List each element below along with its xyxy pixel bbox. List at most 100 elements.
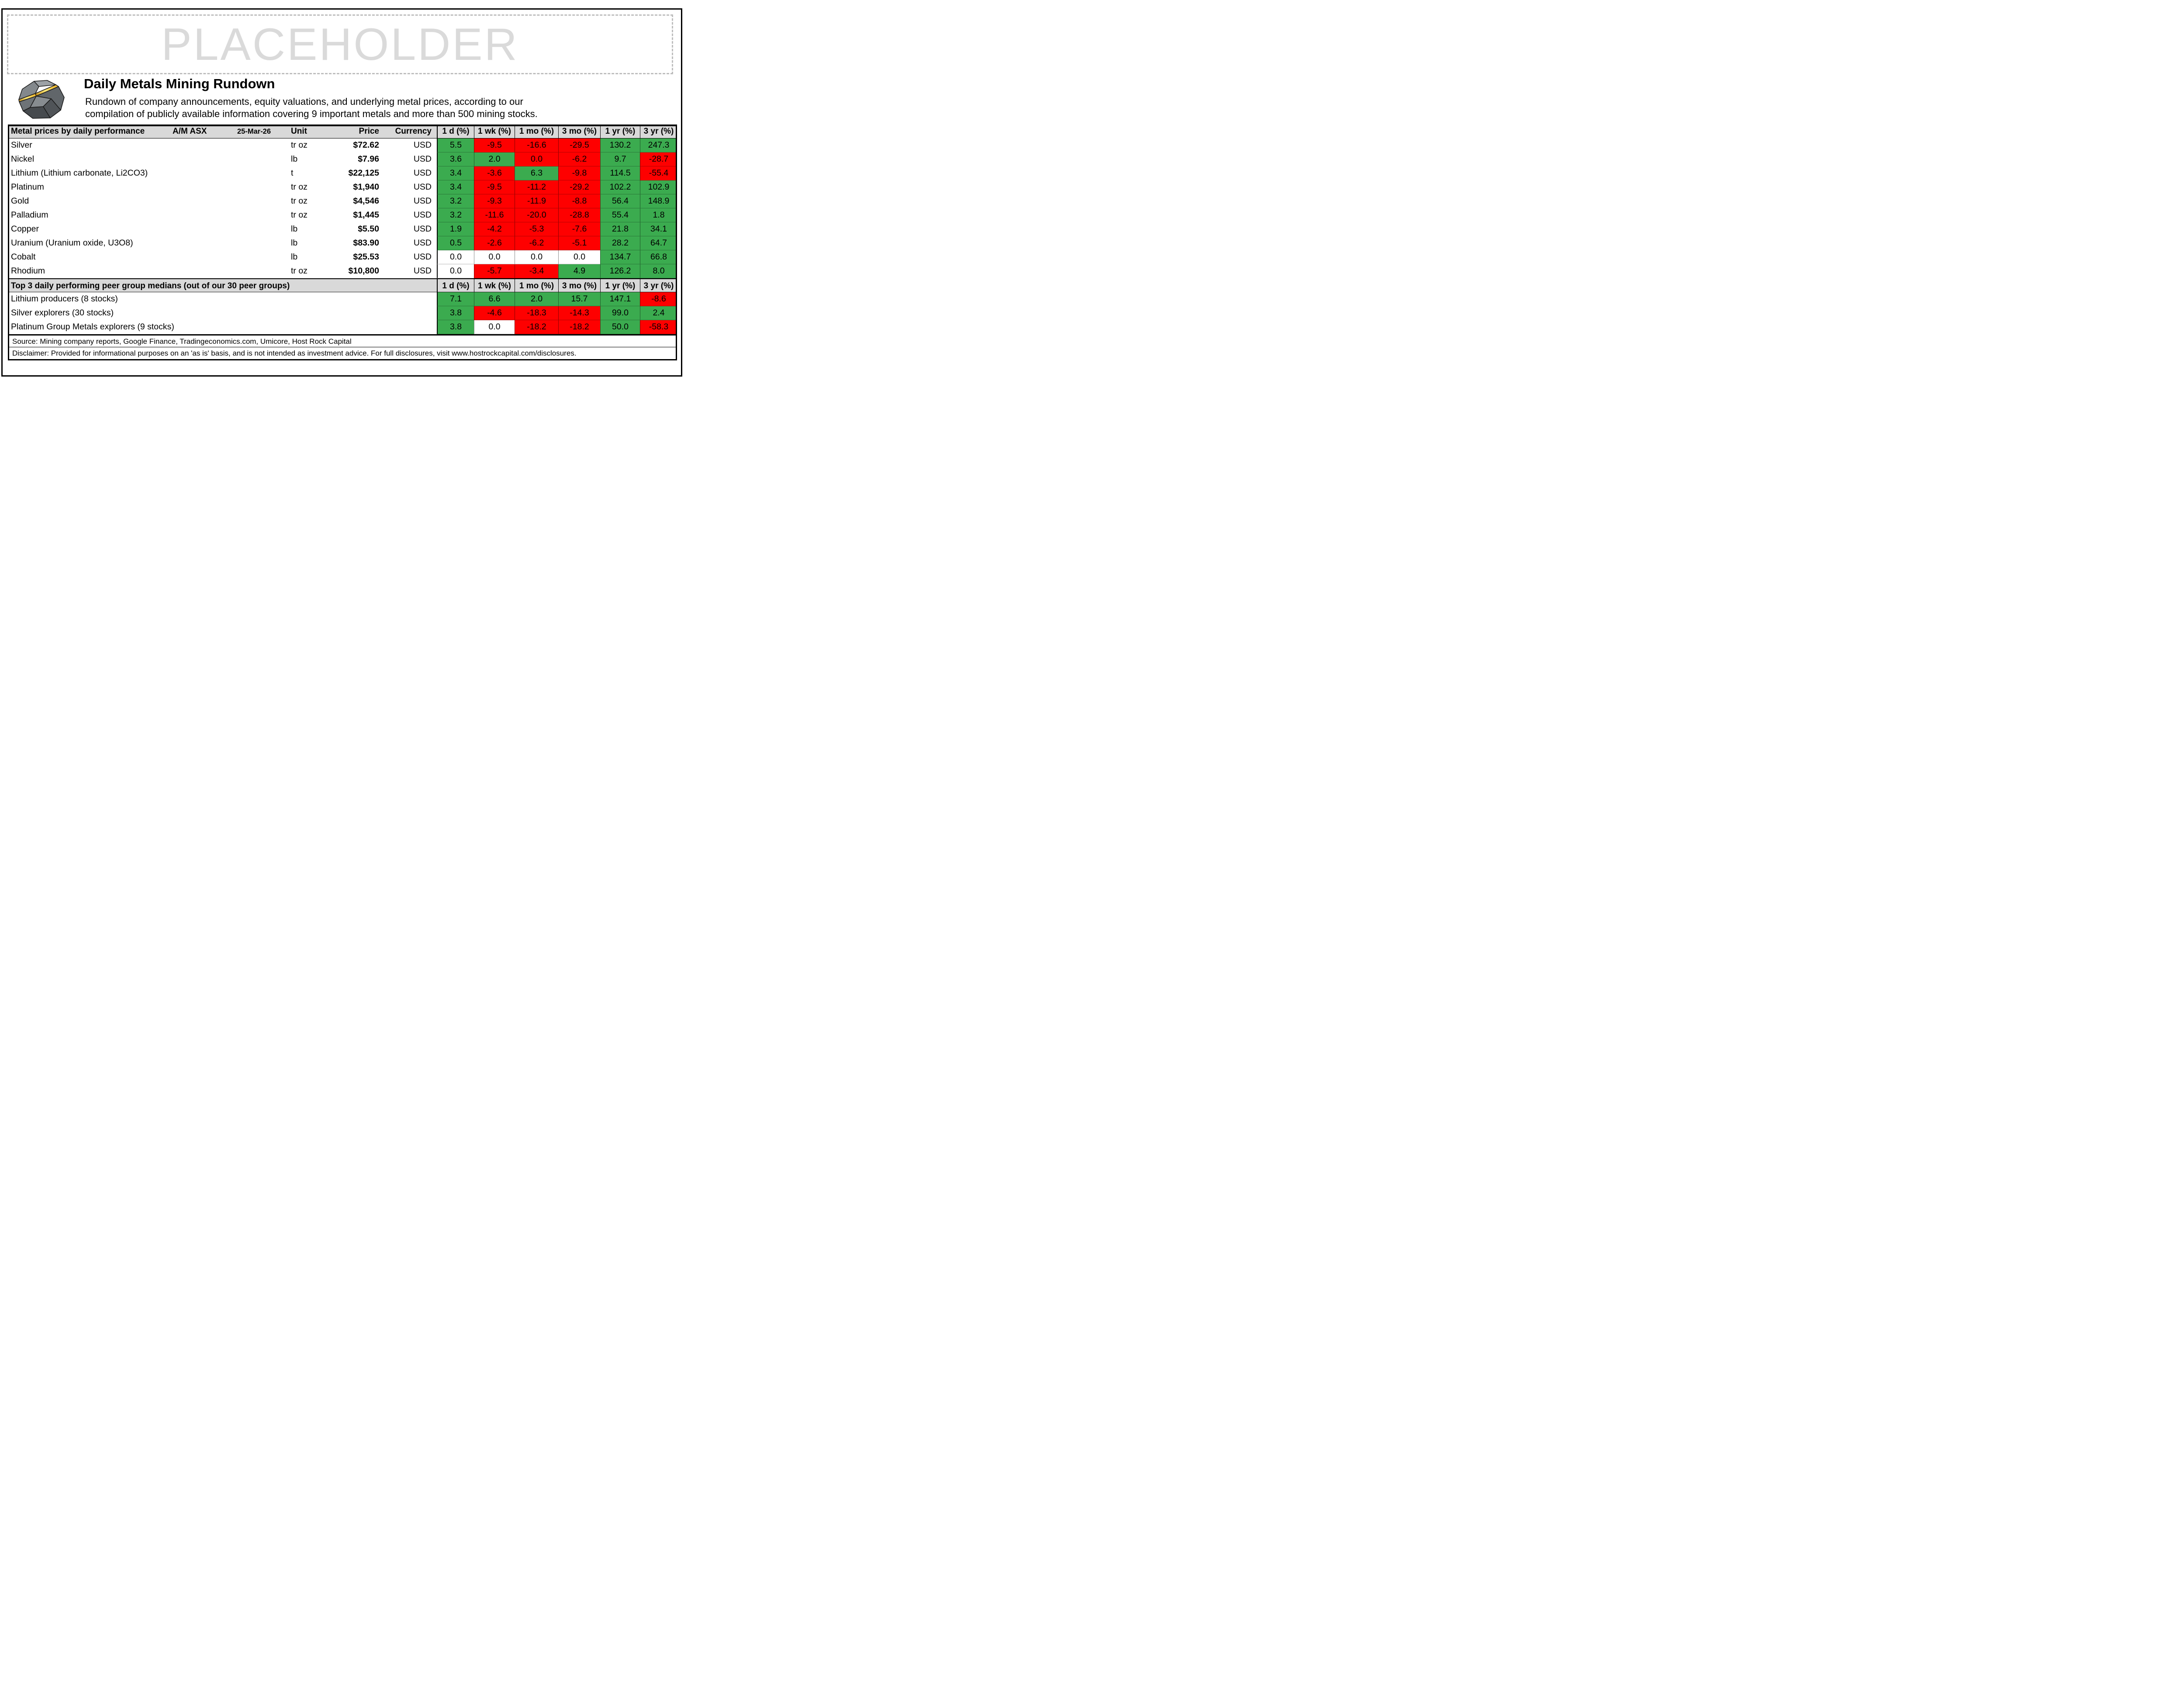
perf-cell: 7.1 <box>437 292 474 306</box>
metal-row: Gold tr oz $4,546 USD 3.2 -9.3 -11.9 -8.8 56.4 14… <box>8 194 677 208</box>
perf-cell: 3.4 <box>437 180 474 194</box>
perf-cell: -18.3 <box>515 306 558 320</box>
metal-name: Lithium (Lithium carbonate, Li2CO3) <box>11 168 148 178</box>
metal-name: Rhodium <box>11 266 45 276</box>
perf-cell: -58.3 <box>640 320 677 334</box>
perf-cell: -8.6 <box>640 292 677 306</box>
perf-cell: -3.4 <box>515 264 558 278</box>
perf-cell: 102.2 <box>600 180 640 194</box>
price: $1,445 <box>353 210 379 220</box>
metal-row: Rhodium tr oz $10,800 USD 0.0 -5.7 -3.4 4.9 126.… <box>8 264 677 278</box>
header-label: Metal prices by daily performance <box>11 127 145 136</box>
unit: tr oz <box>291 210 308 220</box>
metal-name: Nickel <box>11 154 35 164</box>
page-title: Daily Metals Mining Rundown <box>84 76 275 91</box>
perf-cell: -7.6 <box>558 222 600 236</box>
perf-cell: 21.8 <box>600 222 640 236</box>
page-subtitle: Rundown of company announcements, equity… <box>85 96 538 120</box>
perf-cell: 0.0 <box>437 264 474 278</box>
metal-row: Silver tr oz $72.62 USD 5.5 -9.5 -16.6 -29.5 130… <box>8 138 677 152</box>
peer-rows: Lithium producers (8 stocks) 7.1 6.6 2.0 15.… <box>8 292 677 334</box>
metal-prices-table: Metal prices by daily performance A/M AS… <box>8 125 677 336</box>
unit: tr oz <box>291 196 308 206</box>
peer-group-name: Platinum Group Metals explorers (9 stock… <box>11 322 174 332</box>
metal-row: Cobalt lb $25.53 USD 0.0 0.0 0.0 0.0 134.7 66.8 <box>8 250 677 264</box>
perf-cell: 3.6 <box>437 152 474 166</box>
price: $10,800 <box>348 266 380 276</box>
perf-cell: 3.2 <box>437 208 474 222</box>
metal-row: Uranium (Uranium oxide, U3O8) lb $83.90 USD… <box>8 236 677 250</box>
subtitle-line-1: Rundown of company announcements, equity… <box>85 96 523 107</box>
perf-cell: -9.5 <box>474 180 515 194</box>
perf-cell: 56.4 <box>600 194 640 208</box>
perf-cell: 2.4 <box>640 306 677 320</box>
perf-col-header: 1 d (%) <box>437 279 474 293</box>
page-border <box>1 8 682 377</box>
perf-cell: 99.0 <box>600 306 640 320</box>
price: $7.96 <box>358 154 379 164</box>
footer-notes: Source: Mining company reports, Google F… <box>8 336 677 360</box>
currency: USD <box>413 266 432 276</box>
perf-cell: 3.8 <box>437 320 474 334</box>
perf-cell: 0.0 <box>558 250 600 264</box>
perf-cell: -18.2 <box>515 320 558 334</box>
perf-cell: 3.2 <box>437 194 474 208</box>
perf-cell: 134.7 <box>600 250 640 264</box>
perf-cell: -5.3 <box>515 222 558 236</box>
unit: tr oz <box>291 182 308 192</box>
subtitle-line-2: compilation of publicly available inform… <box>85 108 538 119</box>
metal-name: Palladium <box>11 210 48 220</box>
disclaimer-note: Disclaimer: Provided for informational p… <box>12 349 577 357</box>
header-date: 25-Mar-26 <box>237 128 271 135</box>
perf-cell: 0.0 <box>515 152 558 166</box>
currency: USD <box>413 154 432 164</box>
perf-cell: 34.1 <box>640 222 677 236</box>
metal-name: Uranium (Uranium oxide, U3O8) <box>11 238 133 248</box>
perf-cell: 6.6 <box>474 292 515 306</box>
perf-cell: -8.8 <box>558 194 600 208</box>
unit: t <box>291 168 294 178</box>
peer-header-row: Top 3 daily performing peer group median… <box>8 278 677 293</box>
placeholder-text: PLACEHOLDER <box>161 19 519 70</box>
metal-name: Copper <box>11 224 39 234</box>
currency: USD <box>413 238 432 248</box>
peer-header-label: Top 3 daily performing peer group median… <box>11 281 290 291</box>
metal-name: Platinum <box>11 182 44 192</box>
perf-cell: 4.9 <box>558 264 600 278</box>
price: $5.50 <box>358 224 379 234</box>
perf-cell: -6.2 <box>515 236 558 250</box>
perf-cell: 3.8 <box>437 306 474 320</box>
metal-row: Lithium (Lithium carbonate, Li2CO3) t $22,… <box>8 166 677 180</box>
perf-cell: -18.2 <box>558 320 600 334</box>
perf-cell: 0.0 <box>515 250 558 264</box>
price: $4,546 <box>353 196 379 206</box>
metal-row: Copper lb $5.50 USD 1.9 -4.2 -5.3 -7.6 21.8 34.1 <box>8 222 677 236</box>
perf-cell: -11.9 <box>515 194 558 208</box>
currency: USD <box>413 210 432 220</box>
unit: tr oz <box>291 140 308 150</box>
currency: USD <box>413 140 432 150</box>
metal-name: Gold <box>11 196 29 206</box>
perf-cell: 130.2 <box>600 138 640 152</box>
peer-group-name: Lithium producers (8 stocks) <box>11 294 118 304</box>
perf-cell: 0.0 <box>437 250 474 264</box>
perf-cell: 148.9 <box>640 194 677 208</box>
perf-cell: -16.6 <box>515 138 558 152</box>
metal-rows: Silver tr oz $72.62 USD 5.5 -9.5 -16.6 -29.5 130… <box>8 138 677 278</box>
perf-cell: 3.4 <box>437 166 474 180</box>
currency: USD <box>413 252 432 262</box>
price: $1,940 <box>353 182 379 192</box>
perf-cell: -14.3 <box>558 306 600 320</box>
perf-cell: -9.3 <box>474 194 515 208</box>
perf-cell: 15.7 <box>558 292 600 306</box>
header-unit: Unit <box>291 127 307 136</box>
perf-cell: 126.2 <box>600 264 640 278</box>
report-canvas: PLACEHOLDER Daily Metals Mining Rundown <box>0 0 685 388</box>
perf-cell: -4.2 <box>474 222 515 236</box>
perf-col-header: 1 yr (%) <box>600 279 640 293</box>
header-exchange: A/M ASX <box>173 127 207 136</box>
perf-cell: -5.7 <box>474 264 515 278</box>
perf-col-header: 1 wk (%) <box>474 125 515 138</box>
metal-row: Nickel lb $7.96 USD 3.6 2.0 0.0 -6.2 9.7 -28.7 <box>8 152 677 166</box>
peer-group-name: Silver explorers (30 stocks) <box>11 308 114 318</box>
